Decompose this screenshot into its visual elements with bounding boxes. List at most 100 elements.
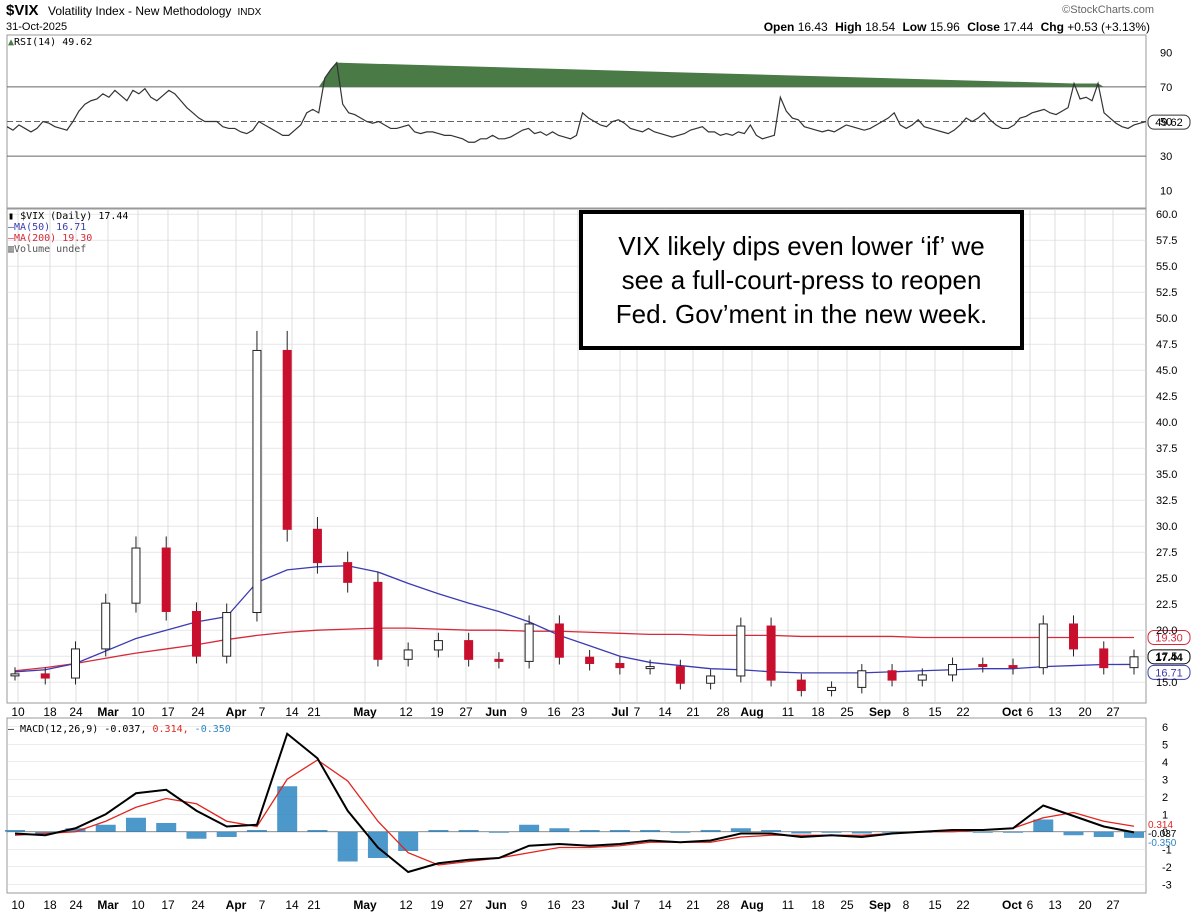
candle-body: [857, 670, 867, 688]
x-tick-label-bottom: 16: [547, 898, 561, 912]
annotation-line-1: VIX likely dips even lower ‘if’ we: [618, 231, 985, 261]
x-tick-label-bottom: 11: [782, 898, 795, 912]
x-tick-label-top: 23: [571, 705, 585, 719]
candle-body: [796, 679, 806, 692]
candle-body: [222, 612, 232, 657]
x-tick-label-top: Aug: [740, 705, 763, 719]
rsi-tick-label: 70: [1160, 82, 1172, 94]
x-tick-label-bottom: Mar: [97, 898, 119, 912]
macd-histogram-bar: [95, 824, 116, 832]
x-tick-label-bottom: 25: [840, 898, 854, 912]
annotation-line-2: see a full-court-press to reopen: [621, 265, 982, 295]
price-tick-label: 47.5: [1156, 339, 1177, 351]
rsi-legend-text: RSI(14) 49.62: [14, 37, 93, 48]
x-tick-label-bottom: 17: [161, 898, 175, 912]
annotation-text: VIX likely dips even lower ‘if’ we see a…: [616, 229, 987, 331]
macd-tick-label: 0: [1162, 827, 1168, 839]
x-tick-label-bottom: 14: [285, 898, 299, 912]
candle-body: [191, 610, 201, 657]
macd-tick-label: 1: [1162, 809, 1168, 821]
candle-body: [464, 640, 474, 660]
candle-body: [10, 673, 20, 677]
candle-body: [675, 666, 685, 684]
price-legend-main: ▮ $VIX (Daily) 17.44: [8, 211, 128, 222]
macd-histogram-bar: [761, 830, 782, 832]
candle-body: [766, 625, 776, 681]
macd-histogram-bar: [1063, 831, 1084, 836]
price-tick-label: 50.0: [1156, 313, 1177, 325]
x-tick-label-bottom: 14: [658, 898, 672, 912]
macd-histogram-bar: [246, 830, 267, 832]
macd-histogram-bar: [428, 830, 449, 832]
macd-tick-label: 4: [1162, 757, 1168, 769]
macd-histogram-bar: [670, 831, 691, 833]
price-legend: ▮ $VIX (Daily) 17.44 —MA(50) 16.71 —MA(2…: [8, 211, 128, 255]
candle-body: [373, 581, 383, 660]
price-tick-label: 55.0: [1156, 261, 1177, 273]
x-tick-label-top: Jul: [611, 705, 628, 719]
candle-body: [585, 656, 595, 664]
x-tick-label-top: 27: [1106, 705, 1120, 719]
candle-legend-icon: ▮: [8, 211, 15, 222]
price-legend-main-text: $VIX (Daily) 17.44: [20, 211, 129, 222]
x-tick-label-top: 21: [307, 705, 321, 719]
candle-body: [161, 547, 171, 612]
candle-body: [948, 664, 958, 676]
rsi-tick-label: 50: [1160, 117, 1172, 129]
x-tick-label-bottom: 7: [259, 898, 266, 912]
x-tick-label-bottom: 21: [686, 898, 700, 912]
x-tick-label-bottom: Sep: [869, 898, 891, 912]
x-tick-label-top: 20: [1078, 705, 1092, 719]
candle-body: [1008, 665, 1018, 669]
candle-body: [1069, 623, 1079, 650]
macd-histogram-bar: [821, 831, 842, 833]
x-tick-label-top: 6: [1027, 705, 1034, 719]
x-tick-label-top: 15: [928, 705, 942, 719]
macd-histogram-bar: [156, 823, 177, 832]
price-tick-label: 22.5: [1156, 599, 1177, 611]
price-legend-ma200: —MA(200) 19.30: [8, 233, 93, 244]
macd-histogram-bar: [1124, 831, 1144, 838]
ma200-legend-text: MA(200) 19.30: [14, 233, 93, 244]
exchange-label: INDX: [237, 7, 262, 18]
macd-histogram-bar: [35, 831, 56, 834]
x-tick-label-bottom: 19: [430, 898, 444, 912]
x-tick-label-bottom: 12: [399, 898, 413, 912]
macd-tick-label: -3: [1162, 879, 1172, 891]
x-tick-label-bottom: 10: [11, 898, 25, 912]
chg-value: +0.53 (+3.13%): [1067, 20, 1150, 34]
rsi-tick-label: 10: [1160, 186, 1172, 198]
rsi-tick-label: 90: [1160, 47, 1172, 59]
rsi-overbought-fill: [318, 62, 1105, 87]
price-tick-label: 35.0: [1156, 469, 1177, 481]
instrument-name: Volatility Index - New Methodology INDX: [48, 4, 261, 18]
x-tick-label-top: Mar: [97, 705, 119, 719]
macd-panel: 0.314-0.037-0.350: [5, 732, 1177, 874]
candle-body: [1099, 648, 1109, 669]
price-value-tag: [1147, 664, 1191, 680]
x-tick-label-bottom: 20: [1078, 898, 1092, 912]
price-value-tag: [1147, 629, 1191, 645]
rsi-legend: ▲RSI(14) 49.62: [8, 37, 92, 48]
ma50-legend-text: MA(50) 16.71: [14, 222, 87, 233]
price-tick-label: 30.0: [1156, 521, 1177, 533]
candle-body: [494, 658, 504, 662]
price-tick-label: 20.0: [1156, 625, 1177, 637]
x-tick-label-bottom: 15: [928, 898, 942, 912]
symbol-title: $VIX: [6, 2, 39, 19]
x-tick-label-top: 14: [658, 705, 672, 719]
chart-date: 31-Oct-2025: [6, 21, 68, 33]
macd-histogram-bar: [1093, 831, 1114, 837]
price-tick-label: 15.0: [1156, 677, 1177, 689]
price-value-label: 19.30: [1155, 632, 1183, 644]
price-legend-volume: ▥Volume undef: [8, 244, 128, 255]
macd-histogram-bar: [307, 830, 328, 832]
open-label: Open: [763, 20, 795, 34]
low-value: 15.96: [929, 20, 960, 34]
x-tick-label-top: Jun: [485, 705, 506, 719]
chg-label: Chg: [1040, 20, 1064, 34]
candle-body: [524, 623, 534, 662]
candle-body: [433, 640, 443, 651]
x-tick-label-top: 24: [191, 705, 205, 719]
macd-tick-label: -2: [1162, 862, 1172, 874]
